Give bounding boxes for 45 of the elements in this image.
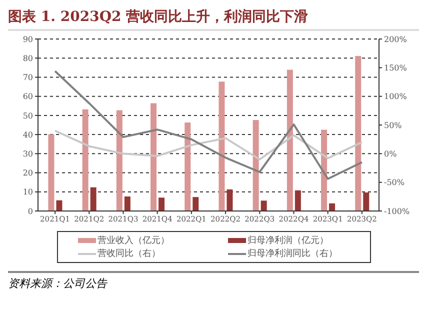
y2-tick-label: 100% — [384, 92, 408, 102]
y-tick-label: 60 — [22, 92, 33, 102]
bar — [252, 120, 259, 211]
legend-label: 营业收入（亿元） — [98, 234, 170, 247]
y-tick-label: 0 — [28, 206, 33, 216]
legend-label: 营收同比（右） — [98, 248, 160, 260]
bar — [158, 198, 165, 211]
y2-tick-label: 200% — [384, 34, 408, 44]
bar — [321, 130, 328, 211]
y2-tick-label: -50% — [384, 178, 405, 188]
y2-tick-label: 50% — [384, 120, 402, 130]
bar — [294, 190, 301, 211]
y2-tick-label: -100% — [384, 206, 410, 216]
y-tick-label: 70 — [22, 73, 33, 82]
bar — [124, 196, 130, 211]
bar — [363, 192, 370, 211]
text: 资料来源：公司公告 — [8, 276, 108, 291]
bar — [48, 134, 54, 211]
y-tick-label: 40 — [22, 130, 33, 140]
bar — [82, 109, 88, 211]
bar — [192, 197, 199, 211]
y-tick-label: 20 — [22, 168, 33, 178]
bar — [329, 203, 336, 211]
bar — [184, 122, 191, 211]
bar — [116, 110, 122, 211]
bar — [150, 103, 157, 211]
y2-tick-label: 0% — [384, 150, 398, 159]
bar — [355, 56, 362, 211]
bar — [226, 189, 233, 211]
bar — [218, 82, 225, 211]
line-series — [54, 70, 363, 180]
y-tick-label: 90 — [22, 34, 33, 44]
y-tick-label: 10 — [22, 188, 33, 197]
legend-label: 归母净利润同比（右） — [248, 248, 338, 260]
line-series — [54, 130, 363, 160]
bar — [260, 200, 267, 211]
y2-tick-label: 150% — [384, 64, 408, 73]
bar — [56, 200, 62, 211]
y-tick-label: 80 — [22, 54, 33, 63]
bar — [286, 70, 293, 211]
legend-label: 归母净利润（亿元） — [248, 234, 328, 247]
chart-title: 图表 1. 2023Q2 营收同比上升，利润同比下滑 — [8, 8, 419, 31]
y-tick-label: 30 — [22, 150, 33, 159]
bar — [90, 187, 96, 211]
y-tick-label: 50 — [22, 111, 33, 120]
